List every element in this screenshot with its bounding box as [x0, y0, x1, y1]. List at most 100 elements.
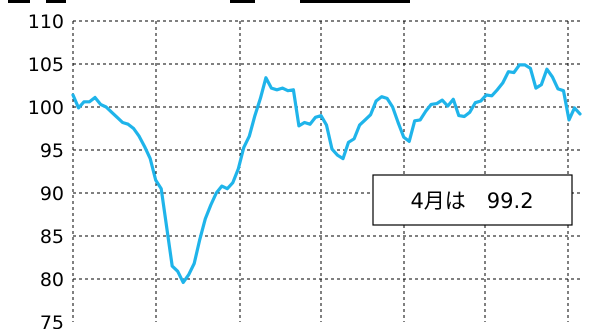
data-point	[226, 187, 229, 190]
data-point	[209, 203, 212, 207]
grid	[72, 20, 582, 322]
data-point	[562, 89, 565, 92]
data-point	[237, 167, 240, 171]
data-point	[264, 76, 268, 80]
data-point	[297, 124, 301, 128]
data-point	[567, 118, 571, 122]
data-point	[104, 105, 108, 109]
data-point	[540, 83, 543, 86]
data-point	[518, 63, 521, 67]
data-point	[330, 147, 334, 151]
data-point	[193, 262, 196, 265]
data-point	[126, 123, 130, 126]
data-point	[99, 103, 102, 106]
data-point	[77, 106, 80, 110]
data-point	[369, 113, 372, 116]
data-point	[137, 135, 141, 138]
data-point	[93, 96, 97, 99]
data-point	[115, 116, 119, 119]
data-point	[319, 114, 323, 117]
data-point	[281, 86, 284, 90]
data-point	[463, 115, 466, 118]
data-point	[215, 191, 218, 195]
data-point	[468, 111, 471, 114]
data-point	[341, 157, 345, 160]
data-point	[507, 70, 510, 73]
data-point	[474, 101, 477, 104]
data-point	[308, 123, 312, 126]
data-point	[402, 135, 405, 139]
data-point	[556, 87, 560, 91]
data-point	[336, 154, 339, 157]
data-point	[485, 93, 488, 97]
data-point	[391, 105, 394, 109]
data-point	[303, 121, 306, 124]
data-point	[578, 112, 582, 116]
y-tick-label: 105	[28, 54, 64, 76]
data-point	[325, 123, 328, 127]
data-point	[529, 67, 532, 70]
data-point	[187, 273, 190, 276]
data-point	[347, 141, 350, 144]
data-point	[512, 71, 516, 74]
data-point	[176, 270, 179, 273]
series-group	[71, 63, 582, 284]
data-point	[430, 103, 433, 106]
data-point	[490, 94, 493, 98]
data-point	[457, 114, 460, 117]
data-point	[479, 99, 482, 103]
data-point	[441, 98, 444, 102]
data-point	[534, 86, 538, 90]
data-point	[149, 157, 152, 160]
y-tick-label: 75	[40, 312, 64, 329]
data-point	[374, 99, 378, 103]
data-point	[496, 88, 499, 92]
data-point	[171, 264, 174, 268]
data-point	[275, 88, 279, 92]
data-point	[110, 111, 113, 114]
data-point	[259, 97, 262, 100]
data-point	[396, 121, 400, 124]
y-tick-label: 95	[40, 140, 64, 162]
y-tick-label: 90	[40, 183, 64, 205]
data-point	[231, 181, 234, 184]
data-point	[82, 100, 86, 104]
data-point	[182, 281, 185, 284]
data-point	[446, 104, 449, 108]
data-point	[154, 178, 157, 182]
data-point	[314, 116, 317, 119]
y-tick-label: 80	[40, 269, 64, 291]
data-point	[419, 118, 422, 122]
data-point	[286, 89, 290, 92]
data-point	[270, 86, 273, 90]
data-point	[248, 135, 251, 138]
y-axis-ticks: 110 105 100 95 90 85 80 75	[28, 11, 64, 329]
y-tick-label: 110	[28, 11, 64, 33]
data-point	[545, 68, 549, 71]
data-point	[523, 63, 527, 67]
data-point	[413, 119, 416, 123]
y-tick-label: 100	[28, 97, 64, 119]
data-point	[160, 187, 163, 190]
annotation-box: 4月は 99.2	[372, 174, 573, 226]
data-point	[198, 238, 201, 241]
clipped-header	[8, 0, 410, 3]
data-point	[352, 137, 356, 140]
data-point	[501, 81, 504, 85]
data-point	[292, 88, 295, 92]
data-point	[385, 97, 389, 100]
data-point	[143, 145, 146, 148]
data-point	[220, 184, 223, 188]
data-point	[165, 226, 168, 229]
data-point	[435, 102, 438, 105]
data-point	[424, 110, 427, 113]
data-point	[132, 127, 135, 130]
data-point	[121, 121, 124, 124]
data-point	[408, 140, 411, 143]
data-point	[380, 95, 383, 98]
data-point	[253, 114, 257, 117]
series-line	[71, 63, 582, 284]
data-point	[573, 106, 576, 110]
data-point	[452, 98, 455, 101]
